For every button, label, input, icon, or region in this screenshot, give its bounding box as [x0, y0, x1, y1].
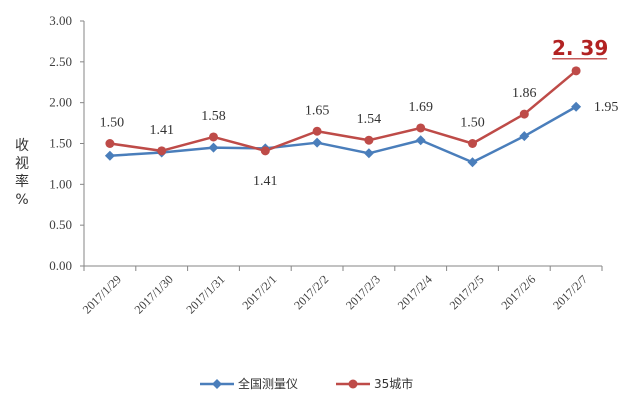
y-tick-label: 2.00 [49, 95, 72, 110]
y-tick-label: 3.00 [49, 13, 72, 28]
x-tick-label: 2017/2/3 [343, 272, 383, 312]
y-axis-label-char: 收 [15, 138, 29, 154]
series-2-point [416, 123, 426, 133]
series-2-point [157, 146, 167, 156]
series-lines [109, 69, 577, 164]
series-2-point [105, 139, 115, 148]
y-tick-label: 1.50 [49, 136, 72, 151]
series-1-point [312, 137, 323, 148]
series-line-1 [109, 105, 577, 164]
axes [80, 20, 603, 271]
legend-label-1: 全国测量仪 [238, 376, 298, 391]
series-1-point [208, 142, 219, 153]
legend: 全国测量仪 35城市 [200, 376, 413, 391]
data-label: 1.69 [408, 100, 433, 115]
series-2-point [468, 139, 477, 148]
x-tick-label: 2017/2/7 [550, 272, 590, 312]
series-1-point [467, 157, 478, 168]
series-2-point [364, 135, 374, 145]
y-tick-label: 1.00 [49, 176, 72, 191]
series-2-point [312, 126, 322, 136]
series-1-point [415, 135, 426, 146]
data-label: 1.41 [149, 123, 174, 138]
x-tick-label: 2017/2/1 [239, 272, 279, 312]
data-label: 1.50 [460, 116, 485, 131]
series-1-point [519, 131, 530, 142]
x-tick-label: 2017/2/4 [395, 272, 435, 312]
y-tick-label: 0.00 [49, 258, 72, 273]
x-tick-label: 2017/2/2 [291, 272, 331, 312]
y-axis-label-char: % [15, 192, 28, 208]
markers [104, 66, 582, 168]
series-2-point [260, 146, 270, 156]
series-line-2 [109, 69, 577, 153]
data-label: 1.95 [594, 100, 619, 115]
x-tick-label: 2017/2/6 [498, 272, 538, 312]
series-1-point [104, 150, 115, 161]
data-label: 1.54 [357, 112, 382, 127]
data-label: 1.50 [100, 116, 125, 131]
legend-label-2: 35城市 [374, 376, 413, 391]
y-axis-label-char: 视 [15, 156, 29, 172]
x-tick-label: 2017/1/30 [132, 272, 176, 316]
data-label: 1.58 [201, 109, 226, 124]
highlight-data-label: 2. 39 [552, 36, 608, 60]
legend-marker-1 [212, 379, 222, 389]
y-tick-label: 0.50 [49, 217, 72, 232]
data-labels: 1.50 1.41 1.58 1.41 1.65 1.54 1.69 1.50 1.86 2. 3… [100, 36, 619, 189]
series-1-point [363, 148, 374, 159]
x-tick-label: 2017/1/31 [183, 272, 227, 316]
x-tick-label: 2017/2/5 [447, 272, 487, 312]
series-1-point [571, 101, 582, 112]
legend-marker-2 [348, 379, 358, 389]
y-axis-label-char: 率 [15, 173, 29, 190]
y-tick-labels: 0.00 0.50 1.00 1.50 2.00 2.50 3.00 [49, 13, 72, 273]
x-tick-label: 2017/1/29 [80, 272, 124, 316]
data-label: 1.65 [305, 103, 330, 118]
y-tick-label: 2.50 [49, 54, 72, 69]
data-label: 1.86 [512, 86, 537, 101]
series-2-point [209, 132, 218, 142]
data-label: 1.41 [253, 174, 278, 189]
x-tick-labels: 2017/1/29 2017/1/30 2017/1/31 2017/2/1 2017/… [80, 272, 591, 316]
series-2-point [571, 66, 581, 76]
series-2-point [519, 109, 529, 119]
y-axis-label: 收视率% [15, 138, 29, 208]
